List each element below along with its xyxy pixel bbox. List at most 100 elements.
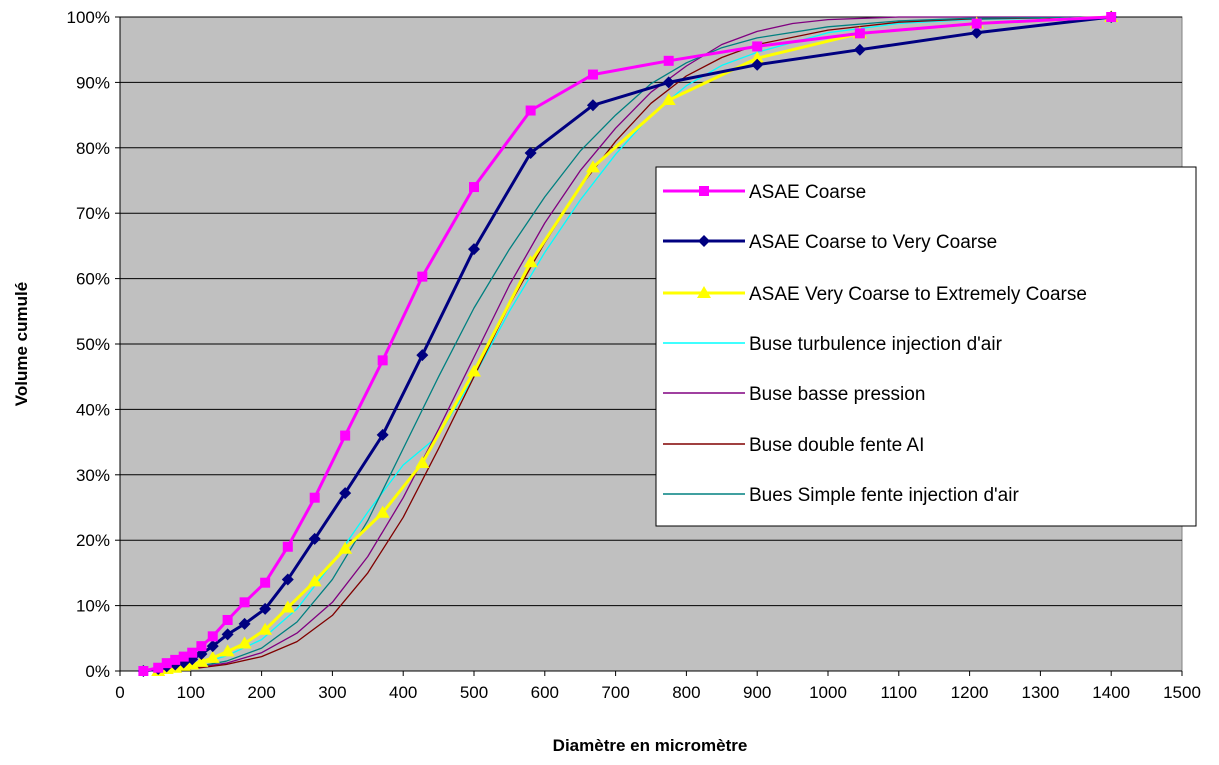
data-point	[207, 631, 218, 642]
data-point	[153, 662, 164, 673]
data-point	[376, 428, 389, 441]
data-point	[586, 99, 599, 112]
data-point	[467, 364, 481, 377]
series-2	[151, 10, 1119, 676]
data-point	[161, 658, 172, 669]
series-4	[154, 16, 1112, 672]
legend-label: ASAE Very Coarse to Extremely Coarse	[749, 284, 1087, 305]
data-point	[237, 636, 252, 649]
series-line	[154, 16, 1112, 672]
data-point	[853, 43, 866, 56]
data-point	[662, 76, 675, 89]
legend-label: Bues Simple fente injection d'air	[749, 485, 1019, 506]
x-tick-label: 700	[601, 683, 629, 702]
y-tick-label: 100%	[67, 8, 110, 27]
series-5	[154, 16, 1112, 672]
x-tick-label: 900	[743, 683, 771, 702]
data-point	[222, 614, 233, 625]
data-point	[854, 28, 865, 39]
x-tick-label: 1300	[1021, 683, 1059, 702]
y-tick-label: 30%	[76, 466, 110, 485]
y-tick-label: 20%	[76, 531, 110, 550]
data-point	[663, 55, 674, 66]
legend-entry: Buse turbulence injection d'air	[663, 334, 1003, 355]
series-line	[154, 16, 1112, 672]
data-point	[205, 650, 220, 663]
y-axis-title: Volume cumulé	[12, 282, 31, 406]
x-tick-label: 100	[177, 683, 205, 702]
y-tick-label: 70%	[76, 204, 110, 223]
data-point	[523, 255, 538, 268]
data-point	[282, 541, 293, 552]
data-point	[525, 105, 536, 116]
data-point	[468, 243, 480, 256]
data-point	[239, 597, 250, 608]
data-point	[338, 541, 353, 554]
y-tick-label: 10%	[76, 597, 110, 616]
x-tick-label: 1500	[1163, 683, 1201, 702]
x-tick-label: 500	[460, 683, 488, 702]
x-tick-label: 400	[389, 683, 417, 702]
data-point	[970, 26, 983, 39]
x-tick-label: 1000	[809, 683, 847, 702]
legend-entry: Bues Simple fente injection d'air	[663, 485, 1019, 506]
legend-swatch-marker	[698, 235, 710, 247]
series-6	[154, 16, 1112, 672]
legend-label: Buse basse pression	[749, 384, 925, 405]
axes: 0% 10% 20% 30% 40% 50% 60% 70% 80% 90% 100% 0 100 200…	[67, 8, 1201, 702]
data-point	[220, 644, 235, 657]
data-point	[258, 622, 273, 635]
data-point	[752, 41, 763, 52]
data-point	[524, 147, 537, 160]
data-point	[221, 628, 234, 641]
x-axis-title: Diamètre en micromètre	[553, 736, 748, 755]
data-point	[281, 573, 294, 586]
x-tick-label: 1200	[951, 683, 989, 702]
series-0	[138, 12, 1117, 676]
data-point	[280, 600, 295, 613]
y-tick-label: 50%	[76, 335, 110, 354]
data-point	[308, 532, 321, 545]
y-tick-label: 80%	[76, 139, 110, 158]
data-point	[469, 182, 479, 193]
data-point	[375, 505, 390, 518]
data-point	[340, 430, 351, 441]
legend-label: Buse turbulence injection d'air	[749, 334, 1003, 355]
y-tick-label: 40%	[76, 400, 110, 419]
data-point	[587, 69, 598, 80]
x-tick-label: 200	[247, 683, 275, 702]
y-tick-label: 0%	[85, 662, 110, 681]
data-point	[309, 492, 320, 503]
legend-entry: Buse double fente AI	[663, 435, 924, 456]
y-tick-label: 90%	[76, 73, 110, 92]
legend-label: ASAE Coarse to Very Coarse	[749, 232, 997, 253]
legend-label: Buse double fente AI	[749, 435, 924, 456]
data-point	[377, 355, 388, 366]
data-point	[416, 349, 429, 362]
x-tick-label: 0	[115, 683, 124, 702]
data-point	[1106, 12, 1117, 22]
data-point	[194, 654, 209, 667]
data-point	[187, 647, 198, 658]
series-line	[154, 16, 1112, 672]
legend-swatch-marker	[697, 286, 711, 298]
data-point	[260, 577, 271, 588]
data-point	[417, 271, 428, 282]
data-point	[206, 640, 219, 653]
legend-swatch-marker	[699, 186, 709, 196]
legend-entry: Buse basse pression	[663, 384, 925, 405]
x-tick-label: 800	[672, 683, 700, 702]
data-point	[307, 574, 322, 587]
legend-label: ASAE Coarse	[749, 182, 866, 203]
data-point	[661, 93, 676, 106]
x-tick-label: 1400	[1092, 683, 1130, 702]
data-point	[339, 487, 352, 500]
legend: ASAE Coarse ASAE Coarse to Very Coarse ASA…	[655, 166, 1197, 527]
legend-entry: ASAE Coarse	[663, 182, 866, 203]
y-tick-label: 60%	[76, 270, 110, 289]
data-point	[238, 617, 251, 630]
data-point	[170, 654, 181, 665]
data-point	[138, 666, 149, 676]
